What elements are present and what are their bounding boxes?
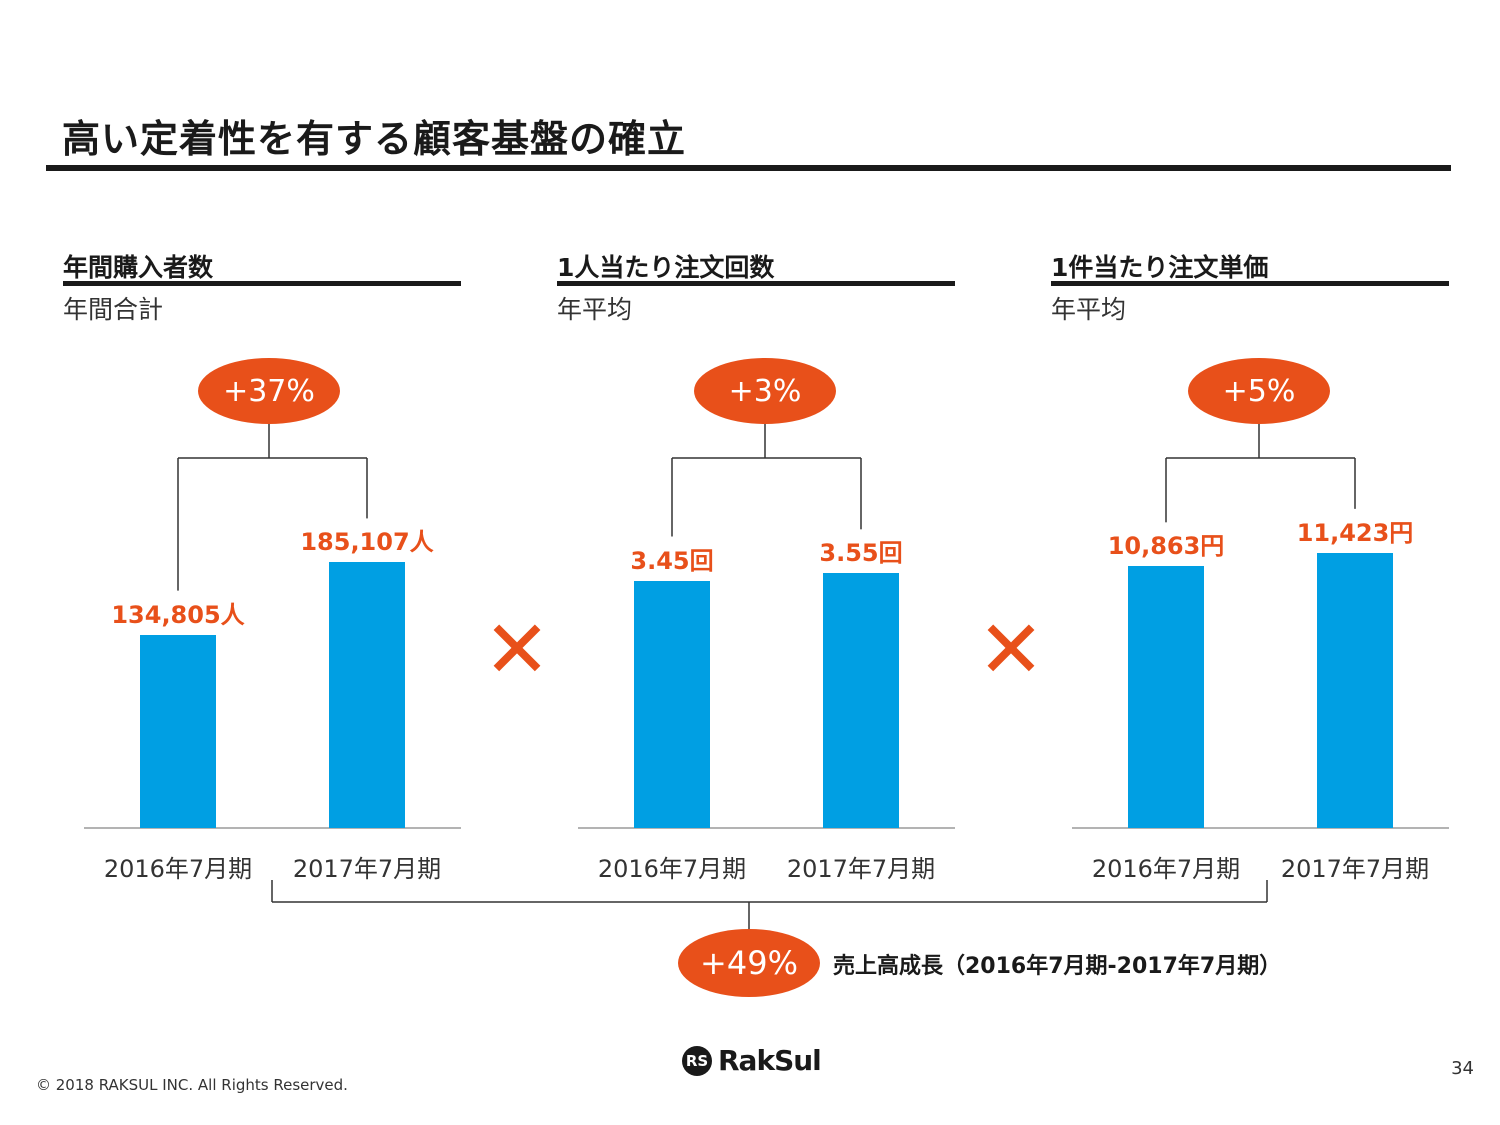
chart-baseline (578, 827, 955, 829)
x-tick-label-2017: 2017年7月期 (292, 855, 442, 883)
x-tick-label-2017: 2017年7月期 (1280, 855, 1430, 883)
bar-frequency-2016 (634, 580, 710, 828)
value-label-frequency-2016: 3.45回 (630, 546, 714, 575)
panel-title-unit-price: 1件当たり注文単価 (1051, 253, 1269, 282)
bar-buyers-2017 (329, 562, 405, 828)
growth-badge-unit-price: +5% (1188, 358, 1330, 424)
title-divider (46, 165, 1451, 171)
panel-divider (63, 281, 461, 286)
bar-unit-price-2017 (1317, 552, 1393, 828)
bar-unit-price-2016 (1128, 566, 1204, 828)
growth-badge-buyers: +37% (198, 358, 340, 424)
page-title: 高い定着性を有する顧客基盤の確立 (62, 117, 687, 161)
value-label-unit-price-2017: 11,423円 (1296, 518, 1414, 547)
value-label-buyers-2016: 134,805人 (111, 600, 245, 629)
growth-badge-sales: +49% (678, 929, 820, 997)
x-tick-label-2017: 2017年7月期 (786, 855, 936, 883)
chart-baseline (1072, 827, 1449, 829)
value-label-unit-price-2016: 10,863円 (1107, 532, 1225, 561)
bar-frequency-2017 (823, 573, 899, 828)
panel-title-buyers: 年間購入者数 (63, 253, 214, 282)
panel-divider (557, 281, 955, 286)
panel-title-frequency: 1人当たり注文回数 (557, 253, 775, 282)
panel-subtitle-frequency: 年平均 (557, 295, 633, 324)
value-label-frequency-2017: 3.55回 (819, 539, 903, 568)
multiply-icon: ✕ (977, 603, 1045, 696)
copyright-notice: © 2018 RAKSUL INC. All Rights Reserved. (36, 1076, 348, 1094)
value-label-buyers-2017: 185,107人 (300, 528, 434, 557)
panel-divider (1051, 281, 1449, 286)
multiply-icon: ✕ (483, 603, 551, 696)
x-tick-label-2016: 2016年7月期 (1091, 855, 1241, 883)
x-tick-label-2016: 2016年7月期 (597, 855, 747, 883)
page-number: 34 (1451, 1058, 1474, 1079)
sales-growth-label: 売上高成長（2016年7月期-2017年7月期） (833, 954, 1282, 979)
logo-wordmark: RakSul (718, 1044, 822, 1077)
chart-baseline (84, 827, 461, 829)
bar-buyers-2016 (140, 634, 216, 828)
x-tick-label-2016: 2016年7月期 (103, 855, 253, 883)
raksul-logo: RS RakSul (682, 1044, 822, 1077)
logo-mark-icon: RS (682, 1045, 712, 1076)
panel-subtitle-unit-price: 年平均 (1051, 295, 1127, 324)
growth-badge-frequency: +3% (694, 358, 836, 424)
panel-subtitle-buyers: 年間合計 (63, 295, 164, 324)
